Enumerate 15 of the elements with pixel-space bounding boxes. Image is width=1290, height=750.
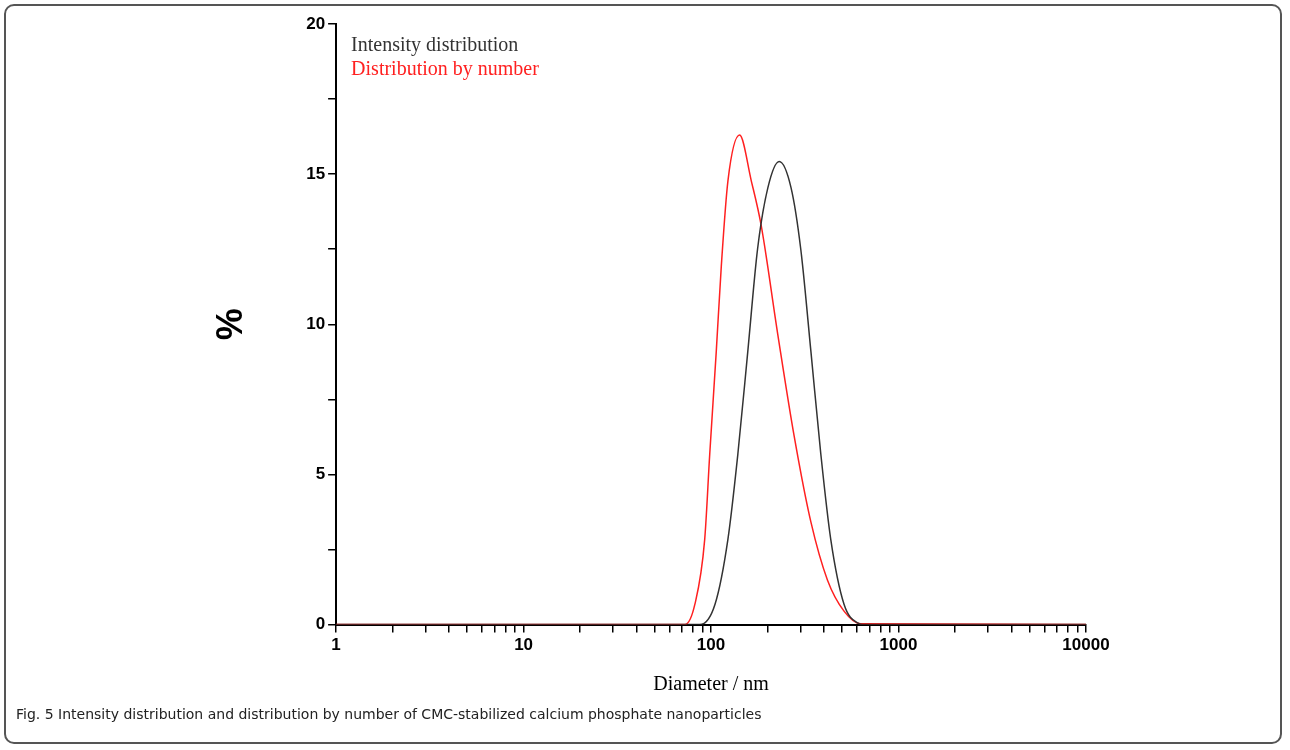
y-tick-label: 0: [315, 614, 326, 634]
text: Intensity distribution: [351, 33, 519, 57]
caption: Fig. 5 Intensity distribution and distribution by number of CMC-stabilized calcium phosphate nanoparticles: [16, 706, 762, 722]
y-tick-label: 5: [315, 464, 326, 484]
x-tick-label: 1000: [879, 635, 918, 655]
x-tick-label: 100: [696, 635, 726, 655]
text: Distribution by number: [351, 57, 540, 81]
x-tick-label: 10: [514, 635, 534, 655]
y-tick-label: 20: [306, 13, 326, 33]
y-axis-title: %: [208, 308, 250, 341]
x-tick-label: 10000: [1062, 635, 1110, 655]
y-tick-label: 15: [306, 163, 326, 183]
y-tick-label: 10: [306, 313, 326, 333]
x-tick-label: 1: [331, 635, 341, 655]
x-axis-title: Diameter / nm: [653, 672, 770, 695]
